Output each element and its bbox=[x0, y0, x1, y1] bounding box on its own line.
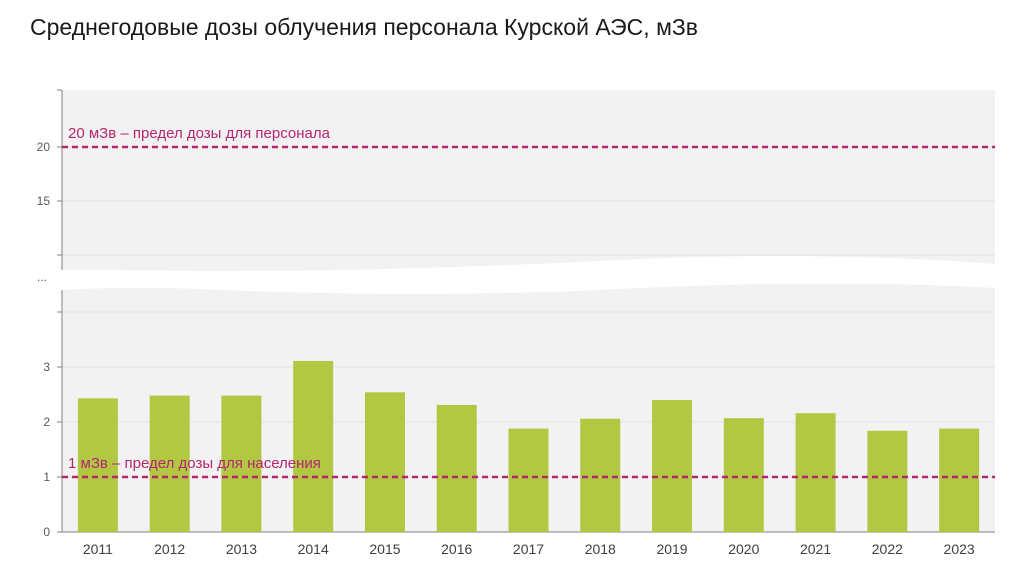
bar-2018 bbox=[580, 418, 621, 532]
bar-2023 bbox=[939, 428, 980, 532]
y-tick-label: 2 bbox=[43, 415, 50, 429]
reference-line-label-20: 20 мЗв – предел дозы для персонала bbox=[68, 125, 331, 142]
upper-axis-segment bbox=[62, 90, 995, 272]
bar-2012 bbox=[149, 395, 190, 532]
bars bbox=[77, 360, 980, 532]
bar-2014 bbox=[293, 360, 334, 532]
bar-2022 bbox=[867, 430, 908, 532]
x-tick-label: 2014 bbox=[298, 541, 329, 557]
x-tick-label: 2019 bbox=[656, 541, 687, 557]
x-tick-label: 2021 bbox=[800, 541, 831, 557]
x-tick-label: 2020 bbox=[728, 541, 759, 557]
x-tick-label: 2013 bbox=[226, 541, 257, 557]
x-tick-label: 2018 bbox=[585, 541, 616, 557]
y-tick-label: 0 bbox=[43, 525, 50, 539]
x-tick-label: 2012 bbox=[154, 541, 185, 557]
bar-2013 bbox=[221, 395, 262, 532]
chart-title: Среднегодовые дозы облучения персонала К… bbox=[30, 14, 698, 40]
y-tick-label: 20 bbox=[37, 140, 51, 154]
bar-2019 bbox=[652, 400, 693, 532]
x-tick-label: 2015 bbox=[369, 541, 400, 557]
axis-labels: 15 20 0 1 2 3... 2011 2012 2013 2014 2015 2016 2017 2… bbox=[37, 140, 975, 557]
axis-break-marker: ... bbox=[37, 270, 47, 284]
x-tick-label: 2011 bbox=[83, 541, 113, 557]
x-tick-label: 2022 bbox=[872, 541, 903, 557]
reference-lines: 20 мЗв – предел дозы для персонала 1 мЗв … bbox=[62, 125, 995, 479]
bar-2011 bbox=[77, 398, 118, 532]
bar-2016 bbox=[436, 404, 477, 532]
x-tick-label: 2023 bbox=[944, 541, 975, 557]
x-tick-label: 2016 bbox=[441, 541, 472, 557]
x-tick-label: 2017 bbox=[513, 541, 544, 557]
bar-2020 bbox=[723, 418, 764, 532]
upper-plot-area bbox=[62, 90, 995, 272]
bar-2017 bbox=[508, 428, 549, 532]
y-tick-label: 1 bbox=[43, 470, 50, 484]
bar-2021 bbox=[795, 413, 836, 532]
y-tick-label: 3 bbox=[43, 360, 50, 374]
y-tick-label: 15 bbox=[37, 194, 51, 208]
reference-line-label-1: 1 мЗв – предел дозы для населения bbox=[68, 455, 321, 472]
bar-2015 bbox=[364, 392, 405, 532]
